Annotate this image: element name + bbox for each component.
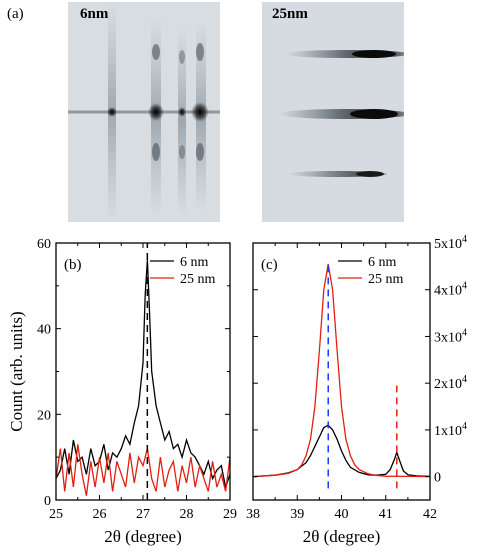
x-tick-label: 42 — [423, 507, 437, 522]
panel-a-label: (a) — [7, 6, 24, 22]
streak — [178, 27, 186, 217]
legend-label: 25 nm — [368, 272, 404, 287]
diffraction-spot — [191, 102, 209, 122]
diffraction-spot — [179, 50, 185, 64]
panel-label: (b) — [64, 257, 82, 273]
diffraction-spot — [356, 171, 384, 177]
diffraction-spot — [152, 143, 160, 161]
diffraction-image-6nm — [68, 2, 220, 222]
chart-b: 25 26 27 28 29 0 20 40 60 (b) 6 nm 25 nm 2θ (degree)… — [7, 237, 237, 546]
diffraction-spot — [196, 143, 204, 161]
plot-frame — [252, 242, 431, 501]
x-tick-label: 25 — [49, 507, 63, 522]
panel-label: (c) — [261, 257, 278, 273]
x-tick-label: 29 — [223, 507, 237, 522]
y-right-tick-label: 1x104 — [434, 421, 467, 439]
diffraction-spot — [196, 43, 204, 61]
diffraction-spot — [352, 50, 396, 58]
series-line-25nm — [55, 444, 231, 496]
legend-label: 6 nm — [180, 255, 209, 270]
diffraction-spot — [152, 44, 160, 60]
series-line-6nm — [55, 260, 231, 490]
diffraction-spot — [107, 107, 117, 117]
diffraction-image-25nm — [262, 2, 404, 222]
y-tick-label: 40 — [37, 323, 51, 338]
x-tick-label: 39 — [290, 507, 304, 522]
diffraction-spot — [178, 107, 186, 117]
x-tick-label: 27 — [136, 507, 150, 522]
diffraction-spot — [350, 109, 398, 119]
diffraction-spot — [148, 103, 164, 121]
legend-label: 25 nm — [180, 272, 216, 287]
x-axis-label: 2θ (degree) — [104, 527, 182, 546]
diffraction-spot — [179, 145, 185, 159]
y-right-tick-label: 4x104 — [434, 281, 467, 299]
y-right-tick-label: 0 — [434, 471, 441, 486]
series-line-6nm — [252, 424, 431, 478]
y-tick-label: 0 — [44, 494, 51, 509]
y-axis-label: Count (arb. units) — [7, 311, 26, 431]
x-axis-label: 2θ (degree) — [303, 527, 381, 546]
y-right-tick-label: 3x104 — [434, 327, 467, 345]
image-25nm-label: 25nm — [272, 6, 308, 22]
x-tick-label: 26 — [93, 507, 107, 522]
y-right-tick-label: 5x104 — [434, 234, 467, 252]
legend-label: 6 nm — [368, 255, 397, 270]
y-right-tick-label: 2x104 — [434, 374, 467, 392]
x-tick-label: 38 — [246, 507, 260, 522]
y-tick-label: 20 — [37, 408, 51, 423]
image-6nm-label: 6nm — [80, 6, 109, 22]
x-tick-label: 41 — [379, 507, 393, 522]
series-line-25nm — [252, 263, 431, 478]
y-tick-label: 60 — [37, 237, 51, 252]
chart-c: 38 39 40 41 42 0 1x104 2x104 3x104 4x104 5x104 (c) 6… — [246, 234, 467, 546]
x-tick-label: 40 — [335, 507, 349, 522]
x-tick-label: 28 — [180, 507, 194, 522]
